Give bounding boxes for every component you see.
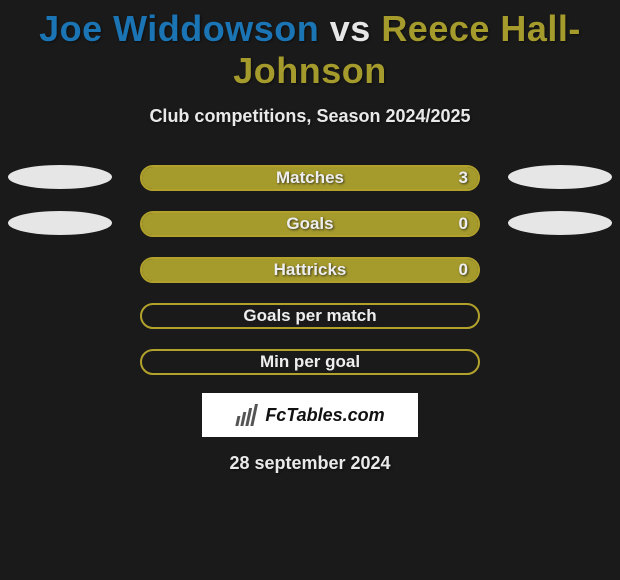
stat-label: Goals per match <box>142 305 478 327</box>
stat-bar: Goals0 <box>140 211 480 237</box>
stat-value: 0 <box>459 213 468 235</box>
stat-row: Matches3 <box>0 153 620 199</box>
left-pill <box>8 165 112 189</box>
bars-icon <box>235 404 261 426</box>
stat-bar: Min per goal <box>140 349 480 375</box>
stat-value: 0 <box>459 259 468 281</box>
stat-bar: Goals per match <box>140 303 480 329</box>
vs-text: vs <box>319 8 381 49</box>
logo-text: FcTables.com <box>265 405 384 426</box>
stat-row: Goals per match <box>0 291 620 337</box>
logo-box: FcTables.com <box>202 393 418 437</box>
subtitle: Club competitions, Season 2024/2025 <box>0 106 620 127</box>
player1-name: Joe Widdowson <box>39 8 319 49</box>
stat-bar: Hattricks0 <box>140 257 480 283</box>
left-pill <box>8 211 112 235</box>
page-title: Joe Widdowson vs Reece Hall-Johnson <box>0 0 620 92</box>
stat-row: Min per goal <box>0 337 620 383</box>
stat-rows: Matches3Goals0Hattricks0Goals per matchM… <box>0 153 620 383</box>
stat-label: Matches <box>142 167 478 189</box>
right-pill <box>508 165 612 189</box>
fctables-logo: FcTables.com <box>235 404 384 426</box>
comparison-card: Joe Widdowson vs Reece Hall-Johnson Club… <box>0 0 620 580</box>
stat-bar: Matches3 <box>140 165 480 191</box>
stat-row: Goals0 <box>0 199 620 245</box>
stat-label: Goals <box>142 213 478 235</box>
date-text: 28 september 2024 <box>0 453 620 474</box>
stat-row: Hattricks0 <box>0 245 620 291</box>
stat-label: Hattricks <box>142 259 478 281</box>
stat-label: Min per goal <box>142 351 478 373</box>
right-pill <box>508 211 612 235</box>
stat-value: 3 <box>459 167 468 189</box>
